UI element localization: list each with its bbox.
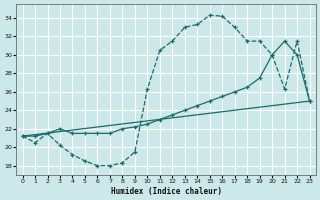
X-axis label: Humidex (Indice chaleur): Humidex (Indice chaleur) xyxy=(111,187,221,196)
